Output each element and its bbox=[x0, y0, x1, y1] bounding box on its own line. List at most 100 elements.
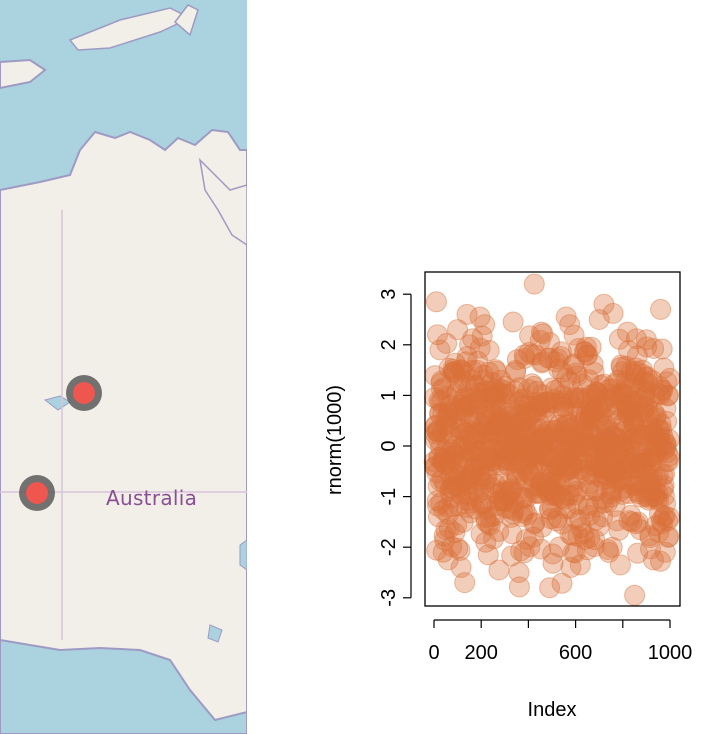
data-point bbox=[456, 346, 478, 367]
data-point bbox=[494, 490, 516, 512]
data-point bbox=[518, 394, 540, 416]
data-point bbox=[575, 336, 597, 358]
map-marker-icon[interactable] bbox=[66, 375, 102, 411]
data-point bbox=[429, 402, 451, 424]
data-point bbox=[515, 426, 536, 448]
data-point bbox=[474, 396, 496, 418]
data-point bbox=[528, 482, 550, 504]
data-point bbox=[462, 464, 484, 486]
map-panel[interactable]: Australia bbox=[0, 0, 247, 734]
data-point bbox=[505, 359, 527, 381]
data-point bbox=[589, 434, 611, 456]
data-point bbox=[439, 395, 461, 416]
data-point bbox=[526, 453, 548, 475]
data-point bbox=[450, 556, 472, 578]
data-point bbox=[523, 513, 545, 535]
data-point bbox=[530, 321, 552, 343]
data-point bbox=[521, 416, 543, 438]
data-point bbox=[599, 433, 621, 455]
data-point bbox=[557, 413, 579, 435]
data-point bbox=[426, 462, 448, 484]
data-point bbox=[628, 452, 650, 474]
data-point bbox=[594, 419, 616, 441]
data-point bbox=[598, 541, 620, 563]
data-point bbox=[455, 351, 477, 373]
data-point bbox=[577, 423, 599, 445]
data-point bbox=[591, 458, 613, 480]
data-point bbox=[529, 330, 551, 351]
data-point bbox=[566, 365, 588, 387]
data-point bbox=[430, 492, 452, 514]
data-point bbox=[529, 430, 551, 452]
data-point bbox=[570, 449, 592, 471]
map-marker-icon[interactable] bbox=[19, 475, 55, 511]
data-point bbox=[467, 395, 489, 416]
data-point bbox=[511, 438, 533, 460]
data-point bbox=[500, 400, 522, 422]
data-point bbox=[461, 369, 483, 391]
data-point bbox=[573, 432, 595, 454]
data-point bbox=[637, 373, 659, 395]
data-point bbox=[633, 396, 655, 418]
data-point bbox=[623, 372, 645, 394]
data-point bbox=[554, 456, 576, 478]
data-point bbox=[433, 447, 455, 469]
data-point bbox=[572, 523, 594, 545]
data-point bbox=[561, 476, 583, 498]
data-point bbox=[556, 411, 578, 433]
x-tick-label: 600 bbox=[559, 642, 592, 664]
data-point bbox=[505, 445, 527, 467]
data-point bbox=[634, 386, 655, 408]
plot-panel: 0 200 600 1000 -3 -2 -1 0 1 2 3 Index rnorm(1000) bbox=[247, 0, 702, 734]
data-point bbox=[608, 519, 630, 541]
data-point bbox=[492, 429, 514, 451]
map-tiles bbox=[0, 0, 247, 734]
data-point bbox=[577, 498, 599, 520]
data-point bbox=[615, 355, 637, 377]
data-point bbox=[425, 420, 447, 442]
data-point bbox=[654, 438, 676, 460]
data-point bbox=[435, 440, 457, 462]
data-point bbox=[582, 353, 604, 375]
data-point bbox=[518, 342, 540, 363]
data-point bbox=[539, 332, 561, 354]
data-point bbox=[593, 373, 615, 395]
data-point bbox=[437, 549, 459, 571]
data-point bbox=[656, 371, 678, 393]
data-point bbox=[450, 359, 472, 381]
data-point bbox=[587, 428, 609, 449]
data-point bbox=[593, 492, 615, 514]
data-point bbox=[657, 385, 679, 407]
data-point bbox=[508, 391, 530, 413]
data-point bbox=[655, 433, 677, 455]
data-point bbox=[489, 412, 511, 434]
data-point bbox=[494, 375, 516, 397]
data-point bbox=[553, 396, 575, 417]
data-point bbox=[564, 542, 586, 564]
data-point bbox=[495, 428, 517, 450]
data-point bbox=[451, 419, 473, 441]
data-point bbox=[511, 410, 533, 432]
data-point bbox=[459, 394, 481, 416]
data-point bbox=[587, 394, 609, 415]
data-point bbox=[571, 434, 593, 455]
data-point bbox=[547, 444, 569, 466]
data-point bbox=[525, 344, 547, 366]
data-point bbox=[502, 433, 524, 455]
data-point bbox=[558, 484, 580, 506]
data-point bbox=[651, 379, 673, 401]
data-point bbox=[464, 376, 486, 397]
data-point bbox=[427, 506, 449, 528]
data-point bbox=[435, 454, 457, 476]
data-point bbox=[636, 447, 658, 469]
data-point bbox=[625, 360, 647, 382]
data-point bbox=[509, 428, 531, 450]
data-point bbox=[543, 431, 564, 453]
data-point bbox=[465, 374, 487, 396]
data-point bbox=[436, 332, 458, 354]
data-point bbox=[425, 430, 447, 452]
data-point bbox=[471, 325, 493, 347]
data-point bbox=[618, 510, 640, 532]
data-point bbox=[475, 468, 497, 490]
data-point bbox=[453, 362, 475, 383]
